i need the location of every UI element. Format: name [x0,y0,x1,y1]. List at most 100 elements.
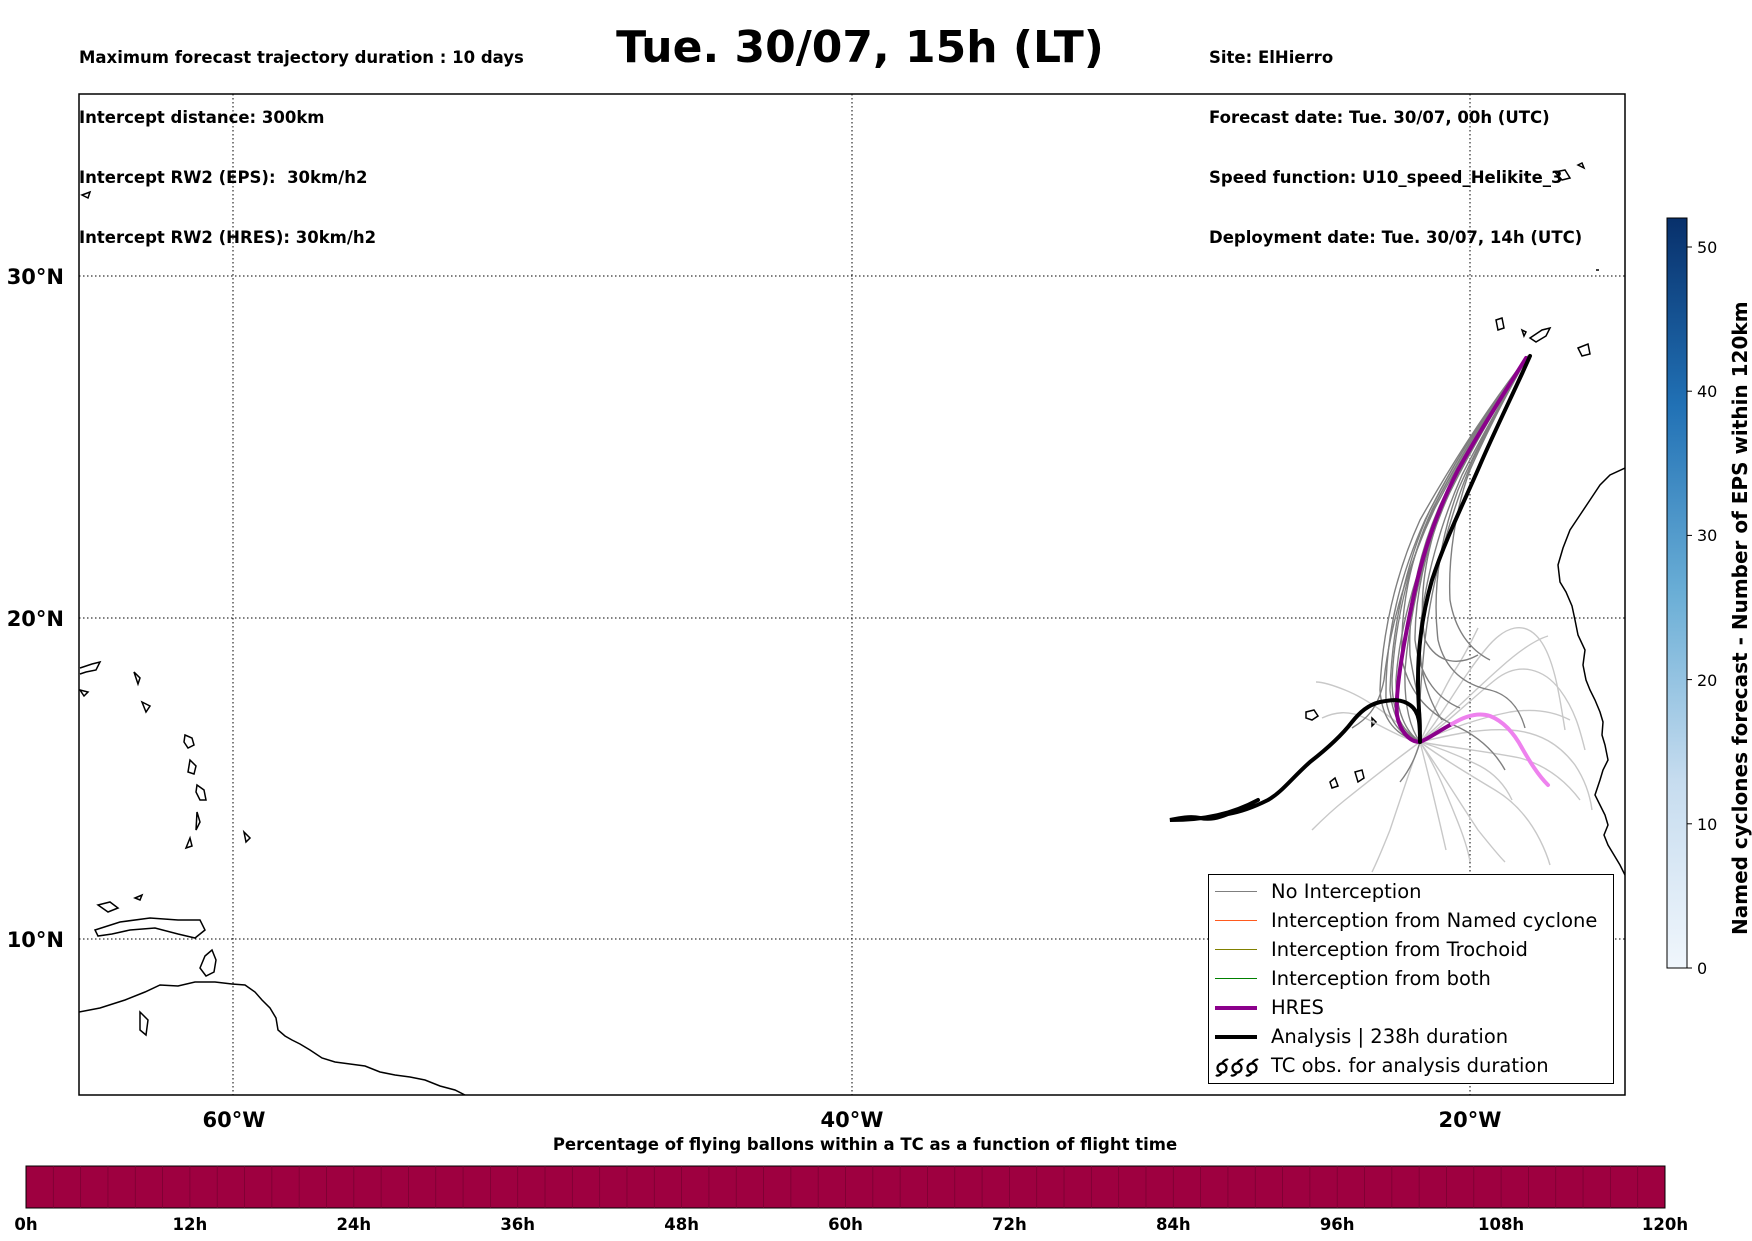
horizontal-colorbar-segments [52,1166,1639,1208]
eps-track [1385,355,1529,743]
hcbar-label-12h: 12h [173,1215,208,1234]
legend-swatch [1215,920,1257,921]
caribbean-island-2 [187,758,197,775]
caribbean-island-12 [133,893,144,901]
caribbean-island-1 [183,733,195,749]
legend-label: Interception from Trochoid [1271,938,1528,961]
caribbean-island-3 [195,783,207,801]
lat-label-20n: 20°N [7,607,64,631]
south-america-coast [79,981,466,1095]
caribbean-island-10 [79,688,90,698]
vcbar-label-30: 30 [1697,526,1717,545]
light-track [1371,741,1421,873]
eps-track [1351,355,1529,729]
legend-item-analysis: Analysis | 238h duration [1209,1024,1613,1050]
lat-label-10n: 10°N [7,928,64,952]
hcbar-label-24h: 24h [336,1215,371,1234]
madeira-island [1553,169,1572,181]
tc-symbol-icon [1215,1058,1259,1077]
legend-swatch [1215,1035,1257,1039]
intercept-distance-text: Intercept distance: 300km [79,108,325,127]
lat-label-30n: 30°N [7,265,64,289]
eps-track [1379,355,1529,743]
light-track [1419,709,1571,743]
light-track [1419,741,1513,801]
cape-verde-island-2 [1354,769,1365,784]
legend-item-both: Interception from both [1209,966,1613,992]
legend-label: Interception from both [1271,967,1491,990]
bermuda-island [80,190,92,200]
horizontal-colorbar-labels: 0h 12h 24h 36h 48h 60h 72h 84h 96h 108h … [14,1215,1688,1234]
light-track [1419,741,1551,866]
horizontal-colorbar-title: Percentage of flying ballons within a TC… [552,1135,1178,1154]
coastlines [79,161,1625,1095]
analysis-track [1169,354,1532,822]
intercept-hres-text: Intercept RW2 (HRES): 30km/h2 [79,228,377,247]
hcbar-label-108h: 108h [1478,1215,1524,1234]
legend-item-no-interception: No Interception [1209,879,1613,905]
legend-label: Analysis | 238h duration [1271,1025,1509,1048]
vcbar-label-20: 20 [1697,671,1717,690]
legend-item-hres: HRES [1209,995,1613,1021]
light-track [1419,741,1581,801]
canary-island-2 [1576,342,1591,357]
hcbar-label-48h: 48h [664,1215,699,1234]
speed-function-text: Speed function: U10_speed_Helikite_3 [1209,168,1563,187]
caribbean-island-9 [242,829,252,844]
legend-label: Interception from Named cyclone [1271,909,1598,932]
lon-label-20w: 20°W [1439,1108,1502,1132]
caribbean-island-11 [96,901,120,913]
hcbar-label-60h: 60h [828,1215,863,1234]
hcbar-label-72h: 72h [992,1215,1027,1234]
lon-label-40w: 40°W [821,1108,884,1132]
vertical-colorbar-ticks [1687,246,1692,969]
caribbean-island-8 [140,700,152,714]
light-track [1311,741,1421,831]
caribbean-island-13 [139,1010,149,1037]
vcbar-label-40: 40 [1697,382,1717,401]
vcbar-label-0: 0 [1697,959,1707,978]
site-text: Site: ElHierro [1209,48,1334,67]
hcbar-label-36h: 36h [500,1215,535,1234]
max-duration-text: Maximum forecast trajectory duration : 1… [79,48,524,67]
cape-verde-island-1 [1305,709,1320,721]
light-track [1419,741,1447,851]
hres-track-tail [1450,712,1550,787]
caribbean-island-6 [79,660,102,675]
africa-coast [1557,467,1625,876]
vcbar-label-50: 50 [1697,238,1717,257]
vertical-colorbar-label: Named cyclones forecast - Number of EPS … [1728,301,1752,935]
light-track [1419,627,1479,743]
map-legend: No Interception Interception from Named … [1208,874,1614,1084]
legend-swatch [1215,978,1257,979]
light-track [1419,728,1593,811]
canary-island-4 [1520,328,1528,338]
vertical-colorbar-fill [1666,217,1688,969]
legend-swatch [1215,891,1257,892]
intercept-eps-text: Intercept RW2 (EPS): 30km/h2 [79,168,368,187]
caribbean-island-4 [195,811,201,831]
caribbean-island-7 [133,671,141,687]
forecast-date-text: Forecast date: Tue. 30/07, 00h (UTC) [1209,108,1550,127]
hcbar-label-84h: 84h [1156,1215,1191,1234]
eps-light-tracks [1311,627,1593,873]
legend-label: TC obs. for analysis duration [1271,1054,1549,1077]
hcbar-label-0h: 0h [14,1215,37,1234]
canary-island-3 [1495,317,1505,331]
vcbar-label-10: 10 [1697,815,1717,834]
legend-label: HRES [1271,996,1324,1019]
vertical-colorbar: 0 10 20 30 40 50 [1666,217,1717,978]
eps-track [1401,355,1529,771]
venezuela-gulf [93,917,206,939]
trinidad-island [199,948,217,977]
cape-verde-island-3 [1329,776,1339,789]
light-track [1419,741,1506,863]
light-track [1419,741,1471,863]
canary-island-1 [1528,326,1552,343]
legend-swatch [1215,949,1257,950]
horizontal-colorbar: 0h 12h 24h 36h 48h 60h 72h 84h 96h 108h … [14,1165,1688,1234]
legend-item-named-cyclone: Interception from Named cyclone [1209,908,1613,934]
legend-item-tc-obs: TC obs. for analysis duration [1209,1053,1613,1079]
page-title: Tue. 30/07, 15h (LT) [616,22,1104,73]
madeira-island-2 [1576,161,1586,170]
